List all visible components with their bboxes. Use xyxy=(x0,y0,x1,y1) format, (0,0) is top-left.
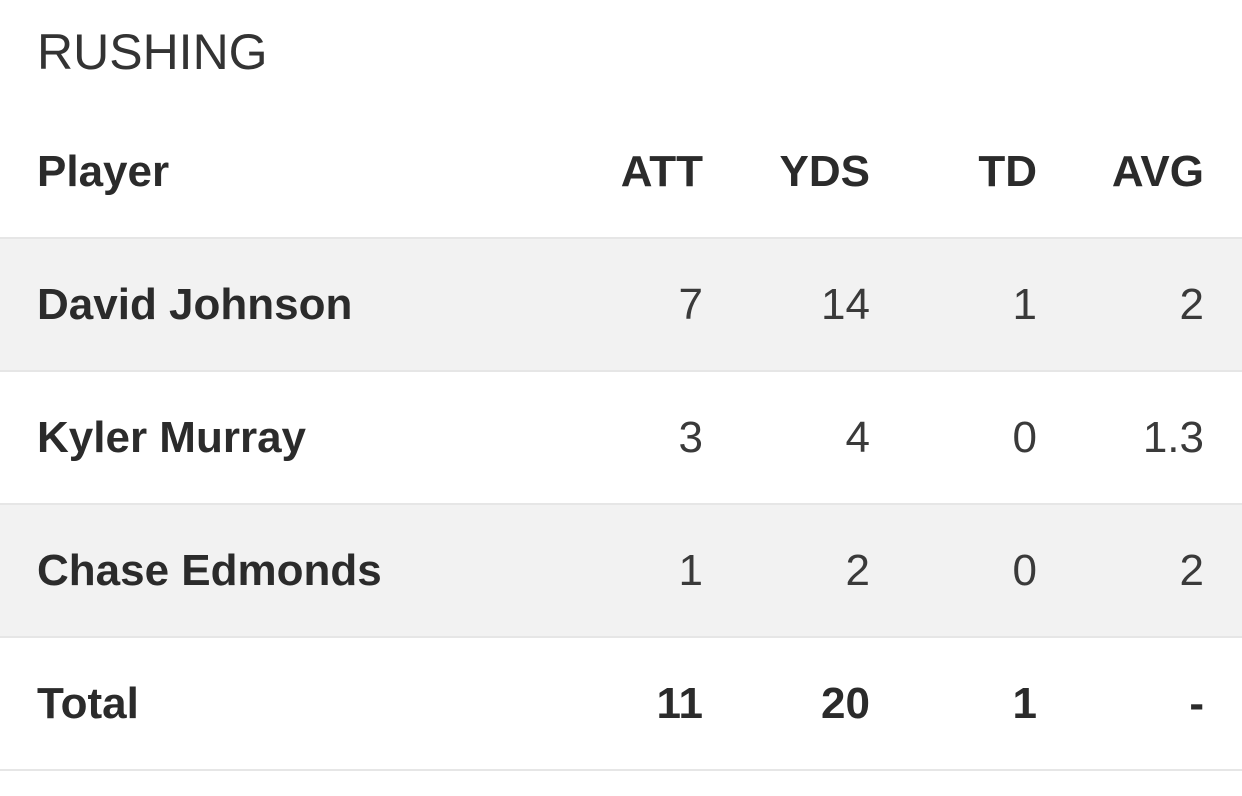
section-title: RUSHING xyxy=(37,24,268,80)
player-name: Kyler Murray xyxy=(37,412,307,462)
avg-value: 2 xyxy=(1179,279,1204,329)
att-value: 3 xyxy=(678,412,703,462)
att-value: 1 xyxy=(678,545,703,595)
yds-value: 14 xyxy=(821,279,870,329)
table-row: Chase Edmonds 1 2 0 2 xyxy=(0,505,1242,638)
att-value: 7 xyxy=(678,279,703,329)
table-row: Kyler Murray 3 4 0 1.3 xyxy=(0,372,1242,505)
avg-value: 1.3 xyxy=(1142,412,1204,462)
total-td-value: 1 xyxy=(1012,678,1037,728)
column-header-td: TD xyxy=(978,146,1037,196)
player-name: Chase Edmonds xyxy=(37,545,382,595)
total-avg-value: - xyxy=(1189,678,1204,728)
column-header-yds: YDS xyxy=(779,146,870,196)
player-name: David Johnson xyxy=(37,279,353,329)
total-att-value: 11 xyxy=(656,678,703,728)
column-header-att: ATT xyxy=(620,146,703,196)
td-value: 1 xyxy=(1012,279,1037,329)
rushing-stats-table: Player ATT YDS TD AVG David Johnson 7 14… xyxy=(0,106,1242,771)
total-yds-value: 20 xyxy=(821,678,870,728)
table-total-row: Total 11 20 1 - xyxy=(0,638,1242,771)
column-header-avg: AVG xyxy=(1111,146,1204,196)
column-header-player: Player xyxy=(37,146,170,196)
total-label: Total xyxy=(37,678,139,728)
yds-value: 2 xyxy=(845,545,870,595)
td-value: 0 xyxy=(1012,545,1037,595)
avg-value: 2 xyxy=(1179,545,1204,595)
table-row: David Johnson 7 14 1 2 xyxy=(0,239,1242,372)
table-header-row: Player ATT YDS TD AVG xyxy=(0,106,1242,239)
td-value: 0 xyxy=(1012,412,1037,462)
yds-value: 4 xyxy=(845,412,870,462)
